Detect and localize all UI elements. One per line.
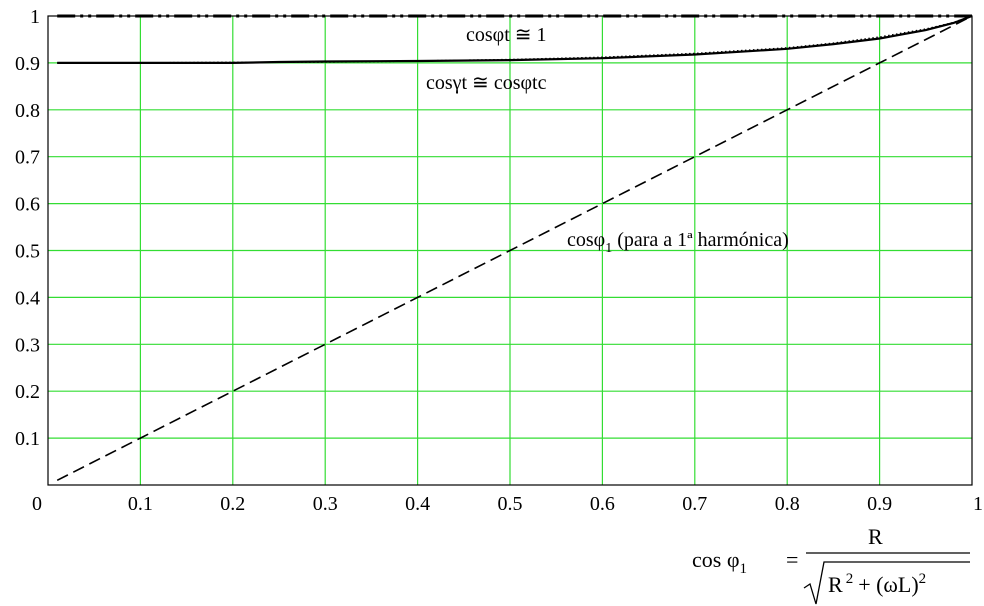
formula-lhs-sub: 1 [739,561,748,577]
formula-den-r-sup: 2 [845,571,854,587]
x-tick-label: 1 [973,493,983,515]
formula-denominator: R 2 + (ωL)2 [828,571,927,598]
formula-lhs-text: cos φ [692,547,740,572]
formula-lhs: cos φ1 [692,547,747,577]
series-line-dashed [56,15,973,482]
grid-lines [48,16,972,485]
x-tick-label: 0.1 [128,493,153,515]
y-tick-label: 0.7 [15,147,40,169]
chart: 0 0.1 0.2 0.3 0.4 0.5 0.6 0.7 0.8 0.9 1 0.10.20.30… [15,6,983,515]
formula-fraction-bar [803,552,970,605]
series-group [56,14,973,482]
annotation-diagonal: cosφ1 (para a 1ª harmónica) [567,229,789,256]
x-tick-label: 0.2 [220,493,245,515]
annotation-middle: cosγt ≅ cosφtc [426,72,547,94]
x-tick-label: 0.5 [498,493,523,515]
y-tick-label: 0.3 [15,334,40,356]
x-tick-label: 0.9 [867,493,892,515]
annotation-diagonal-rest: (para a 1ª harmónica) [612,229,789,251]
x-tick-label: 0.3 [313,493,338,515]
x-tick-label: 0.6 [590,493,615,515]
formula-den-plus: + (ωL) [858,572,919,597]
x-tick-label: 0 [32,493,42,515]
y-tick-label: 0.1 [15,428,40,450]
y-tick-label: 0.6 [15,194,40,216]
formula-den-r: R [828,572,843,597]
formula-numerator: R [868,524,883,549]
annotation-diagonal-sub: 1 [605,241,612,256]
y-tick-label: 0.5 [15,241,40,263]
y-tick-label: 0.2 [15,381,40,403]
x-tick-label: 0.8 [775,493,800,515]
y-tick-label: 0.9 [15,53,40,75]
annotation-top: cosφt ≅ 1 [466,24,547,46]
series-line-solid [57,14,973,65]
x-tick-label: 0.7 [682,493,707,515]
formula-equals: = [786,547,799,572]
x-tick-label: 0.4 [405,493,430,515]
x-axis-tick-labels: 0 0.1 0.2 0.3 0.4 0.5 0.6 0.7 0.8 0.9 1 [32,493,983,515]
y-tick-label: 0.4 [15,287,40,309]
formula-den-sup: 2 [918,571,927,587]
annotation-diagonal-main: cosφ [567,229,605,251]
y-tick-label: 1 [30,6,40,28]
formula: cos φ1 = R R 2 + (ωL)2 [690,520,980,606]
y-axis-tick-labels: 0.1 0.2 0.3 0.4 0.5 0.6 0.7 0.8 0.9 1 [15,6,40,450]
y-tick-label: 0.8 [15,100,40,122]
